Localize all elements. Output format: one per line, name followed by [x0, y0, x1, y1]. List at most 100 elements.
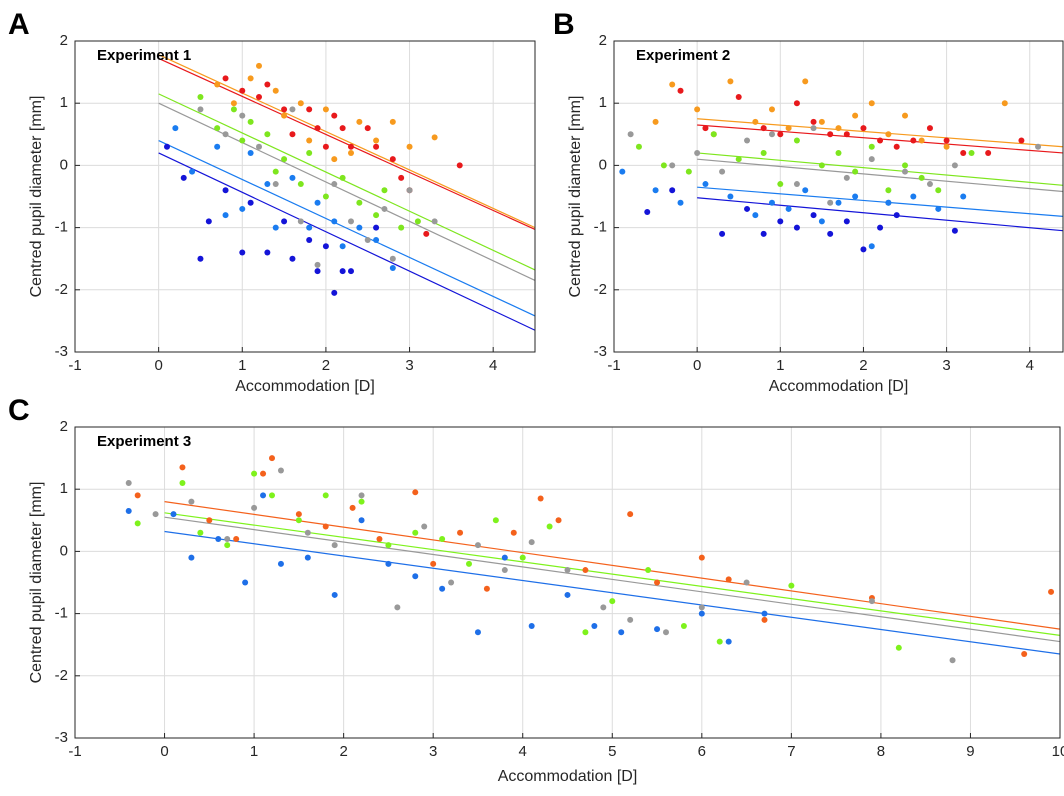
data-point [205, 218, 212, 225]
data-point [188, 554, 195, 561]
data-point [644, 209, 651, 216]
data-point [412, 489, 419, 496]
data-point [188, 498, 195, 505]
data-point [398, 174, 405, 181]
data-point [222, 75, 229, 82]
data-point [394, 604, 401, 611]
data-point [423, 230, 430, 237]
data-point [295, 517, 302, 524]
data-point [322, 492, 329, 499]
data-point [247, 199, 254, 206]
data-point [251, 470, 258, 477]
data-point [635, 143, 642, 150]
x-axis-label: Accommodation [D] [235, 378, 375, 395]
data-point [868, 156, 875, 163]
data-point [304, 529, 311, 536]
data-point [627, 131, 634, 138]
data-point [885, 187, 892, 194]
data-point [761, 616, 768, 623]
plot-marks [619, 78, 1063, 253]
x-tick-label: 1 [776, 357, 784, 374]
data-point [448, 579, 455, 586]
data-point [546, 523, 553, 530]
y-tick-label: 1 [60, 480, 68, 497]
data-point [802, 187, 809, 194]
x-tick-label: 4 [519, 743, 527, 760]
plot-area [614, 41, 1063, 352]
x-tick-label: 10 [1052, 743, 1064, 760]
data-point [385, 560, 392, 567]
data-point [264, 81, 271, 88]
data-point [698, 610, 705, 617]
data-point [412, 573, 419, 580]
fit-line [164, 512, 1060, 636]
data-point [752, 118, 759, 125]
data-point [768, 199, 775, 206]
data-point [272, 168, 279, 175]
data-point [180, 174, 187, 181]
data-point [537, 495, 544, 502]
data-point [902, 168, 909, 175]
data-point [406, 143, 413, 150]
data-point [895, 644, 902, 651]
data-point [474, 542, 481, 549]
data-point [389, 265, 396, 272]
data-point [835, 199, 842, 206]
data-point [322, 523, 329, 530]
data-point [609, 598, 616, 605]
data-point [277, 560, 284, 567]
data-point [619, 168, 626, 175]
data-point [743, 579, 750, 586]
data-point [660, 162, 667, 169]
x-tick-label: -1 [68, 357, 81, 374]
data-point [877, 137, 884, 144]
data-point [910, 193, 917, 200]
data-point [960, 149, 967, 156]
data-point [356, 224, 363, 231]
data-point [564, 567, 571, 574]
data-point [885, 199, 892, 206]
x-tick-label: 1 [250, 743, 258, 760]
data-point [306, 149, 313, 156]
data-point [618, 629, 625, 636]
data-point [768, 131, 775, 138]
data-point [304, 554, 311, 561]
data-point [760, 230, 767, 237]
data-point [331, 112, 338, 119]
y-tick-label: -3 [55, 343, 68, 360]
x-tick-label: -1 [607, 357, 620, 374]
data-point [843, 218, 850, 225]
data-point [852, 168, 859, 175]
data-point [582, 567, 589, 574]
data-point [564, 591, 571, 598]
data-point [406, 187, 413, 194]
data-point [179, 479, 186, 486]
data-point [902, 162, 909, 169]
y-tick-label: 0 [599, 156, 607, 173]
fit-line [697, 118, 1063, 148]
data-point [356, 199, 363, 206]
x-tick-label: 3 [429, 743, 437, 760]
axes-frame [74, 40, 536, 353]
data-point [222, 187, 229, 194]
fit-line [158, 139, 535, 317]
data-point [314, 268, 321, 275]
data-point [735, 156, 742, 163]
y-tick-label: -2 [594, 281, 607, 298]
data-point [331, 289, 338, 296]
x-tick-label: 4 [489, 357, 497, 374]
panel-label: B [553, 8, 575, 41]
fit-line [158, 152, 535, 331]
data-point [949, 657, 956, 664]
data-point [376, 535, 383, 542]
data-point [968, 149, 975, 156]
data-point [793, 100, 800, 107]
data-point [860, 125, 867, 132]
fit-line [158, 54, 535, 229]
data-point [677, 199, 684, 206]
data-point [272, 224, 279, 231]
data-point [230, 100, 237, 107]
fit-line [164, 516, 1060, 643]
data-point [239, 205, 246, 212]
data-point [430, 560, 437, 567]
